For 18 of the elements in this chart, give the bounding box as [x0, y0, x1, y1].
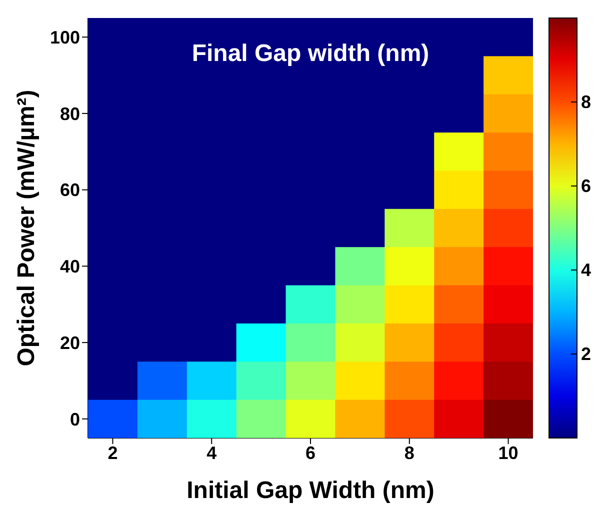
y-tick-label: 60 — [60, 180, 80, 200]
y-tick-label: 0 — [70, 409, 80, 430]
x-tick-label: 6 — [305, 442, 316, 463]
color-bar-label: 6 — [581, 176, 592, 196]
x-tick-label: 2 — [108, 442, 118, 463]
color-bar-label: 2 — [581, 344, 592, 364]
y-tick-label: 80 — [60, 104, 80, 124]
x-axis-title: Initial Gap Width (nm) — [186, 477, 434, 504]
x-tick-label: 10 — [498, 442, 518, 463]
x-tick-label: 4 — [206, 442, 217, 463]
y-axis-title: Optical Power (mW/µm²) — [13, 90, 40, 366]
y-tick-label: 40 — [60, 256, 80, 277]
color-bar-label: 4 — [581, 260, 592, 280]
y-tick-label: 20 — [60, 332, 80, 353]
x-tick-label: 8 — [404, 442, 414, 463]
y-tick-label: 100 — [50, 27, 80, 48]
text: Final Gap width (nm) — [190, 40, 430, 68]
color-bar-label: 8 — [581, 92, 592, 112]
